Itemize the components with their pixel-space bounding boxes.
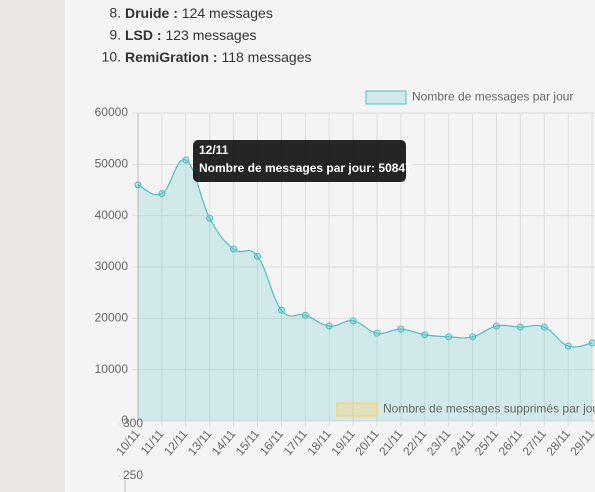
y-tick-label: 0 [121, 413, 128, 427]
tooltip-title: 12/11 [199, 143, 229, 157]
message-count: 124 messages [182, 5, 273, 21]
point [588, 339, 595, 347]
content [65, 0, 595, 492]
tooltip [193, 140, 406, 182]
rank: 9. [109, 27, 121, 43]
legend-label: Nombre de messages par jour [412, 90, 573, 104]
point [373, 329, 381, 337]
rank: 8. [109, 5, 121, 21]
point [134, 181, 142, 189]
y-tick-label: 250 [123, 468, 143, 482]
y-tick-label: 40000 [95, 208, 129, 222]
point [349, 317, 357, 325]
point [397, 325, 405, 333]
point [469, 333, 477, 341]
y-tick-label: 300 [123, 416, 143, 430]
y-tick-label: 10000 [95, 362, 129, 376]
list-item: Druide : 124 messages [125, 5, 273, 21]
point [564, 342, 572, 350]
point [277, 306, 285, 314]
user-name: RemiGration : [125, 49, 218, 65]
rank: 10. [102, 49, 121, 65]
point [421, 331, 429, 339]
point [206, 214, 214, 222]
list-item: LSD : 123 messages [125, 27, 257, 43]
y-tick-label: 20000 [95, 311, 129, 325]
point [493, 322, 500, 330]
message-count: 123 messages [165, 27, 256, 43]
point [230, 245, 238, 253]
user-name: LSD : [125, 27, 162, 43]
legend-label: Nombre de messages supprimés par jour [383, 402, 595, 416]
tooltip-label: Nombre de messages par jour: 50847 [199, 161, 412, 175]
point [516, 323, 524, 331]
user-name: Druide : [125, 5, 178, 21]
legend-swatch [336, 402, 378, 417]
message-count: 118 messages [221, 49, 311, 65]
point [182, 156, 190, 164]
y-tick-label: 30000 [95, 259, 129, 273]
point [540, 323, 548, 331]
point [325, 322, 333, 330]
point [301, 311, 309, 319]
point [254, 252, 261, 260]
point [158, 190, 166, 198]
list-item: RemiGration : 118 messages [125, 49, 311, 65]
y-tick-label: 60000 [95, 105, 129, 119]
y-tick-label: 50000 [95, 157, 129, 171]
sidebar [0, 0, 65, 492]
legend-swatch [365, 90, 407, 105]
point [445, 333, 453, 341]
area [138, 159, 593, 421]
